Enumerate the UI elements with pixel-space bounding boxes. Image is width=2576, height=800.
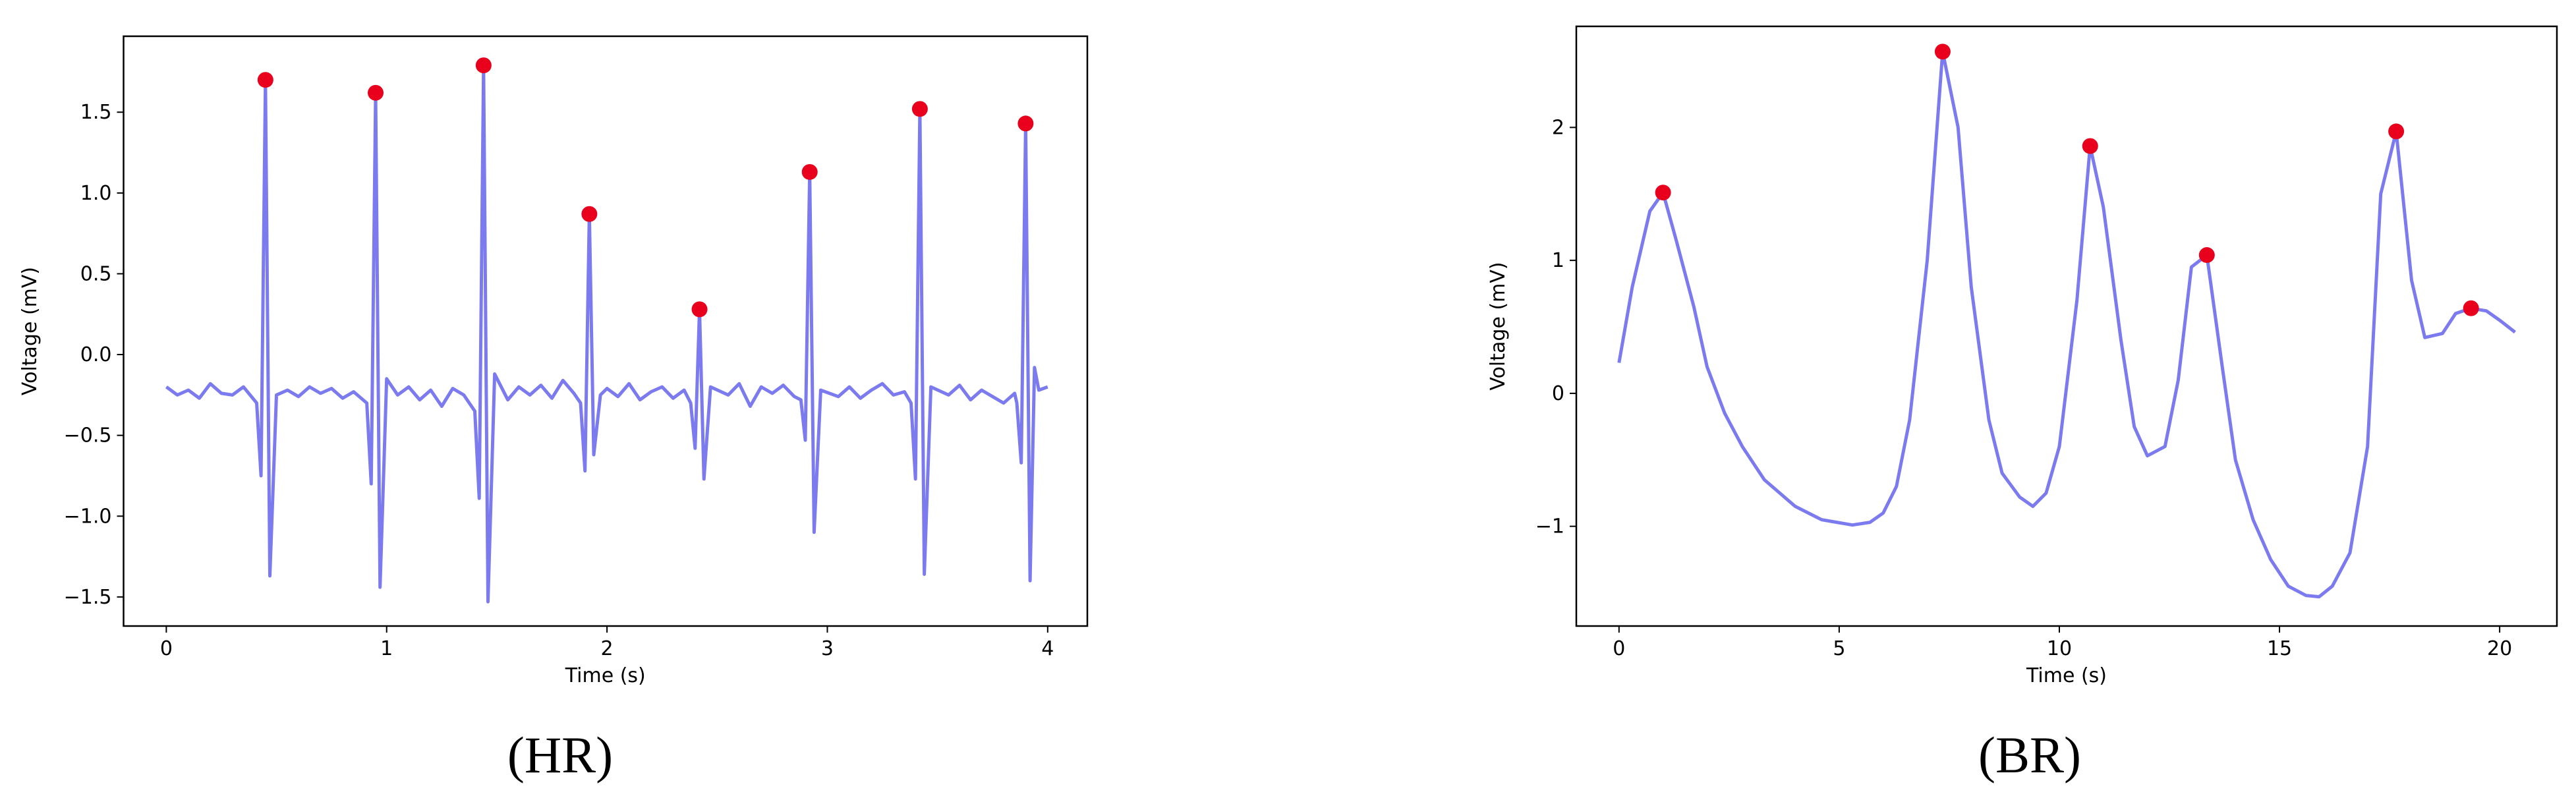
signal-line: [1617, 49, 2517, 599]
y-tick-label: 0.5: [80, 262, 112, 285]
axes-frame: [123, 35, 1089, 627]
x-tick-label: 15: [2267, 637, 2292, 660]
x-axis-label: Time (s): [2026, 664, 2107, 687]
caption: (HR): [507, 726, 613, 784]
peak-marker: [368, 84, 384, 101]
y-tick-label: 2: [1552, 116, 1564, 139]
x-tick-label: 3: [821, 637, 834, 660]
peak-marker: [801, 163, 818, 180]
signal-line: [165, 63, 1048, 604]
y-tick-label: 0: [1552, 382, 1564, 405]
x-tick-label: 10: [2047, 637, 2072, 660]
y-tick-label: 1.5: [80, 101, 112, 124]
peak-marker: [257, 72, 273, 88]
y-tick-label: −1: [1535, 515, 1564, 538]
peak-marker: [2388, 123, 2405, 140]
peak-marker: [911, 101, 928, 117]
peak-marker: [1655, 185, 1671, 201]
peak-marker: [2463, 300, 2479, 316]
x-tick-label: 4: [1041, 637, 1054, 660]
peak-marker: [1934, 43, 1951, 60]
peak-marker: [1017, 115, 1034, 132]
y-tick-label: −1.0: [64, 505, 112, 528]
y-axis-label: Voltage (mV): [18, 267, 42, 395]
peak-marker: [2082, 138, 2098, 154]
x-tick-label: 1: [380, 637, 393, 660]
peak-marker: [581, 206, 598, 222]
y-tick-label: −1.5: [64, 586, 112, 609]
peak-marker: [691, 301, 708, 318]
y-tick-label: −0.5: [64, 424, 112, 447]
caption: (BR): [1978, 726, 2081, 784]
x-tick-label: 20: [2487, 637, 2512, 660]
x-tick-label: 5: [1833, 637, 1845, 660]
x-tick-label: 0: [160, 637, 173, 660]
peak-marker: [475, 57, 492, 74]
y-axis-label: Voltage (mV): [1487, 262, 1510, 390]
x-axis-label: Time (s): [565, 664, 646, 687]
axes-frame: [1575, 25, 2558, 627]
x-tick-label: 0: [1613, 637, 1625, 660]
y-tick-label: 1: [1552, 249, 1564, 272]
x-tick-label: 2: [601, 637, 614, 660]
y-tick-label: 0.0: [80, 343, 112, 366]
peak-marker: [2198, 247, 2215, 264]
y-tick-label: 1.0: [80, 182, 112, 205]
